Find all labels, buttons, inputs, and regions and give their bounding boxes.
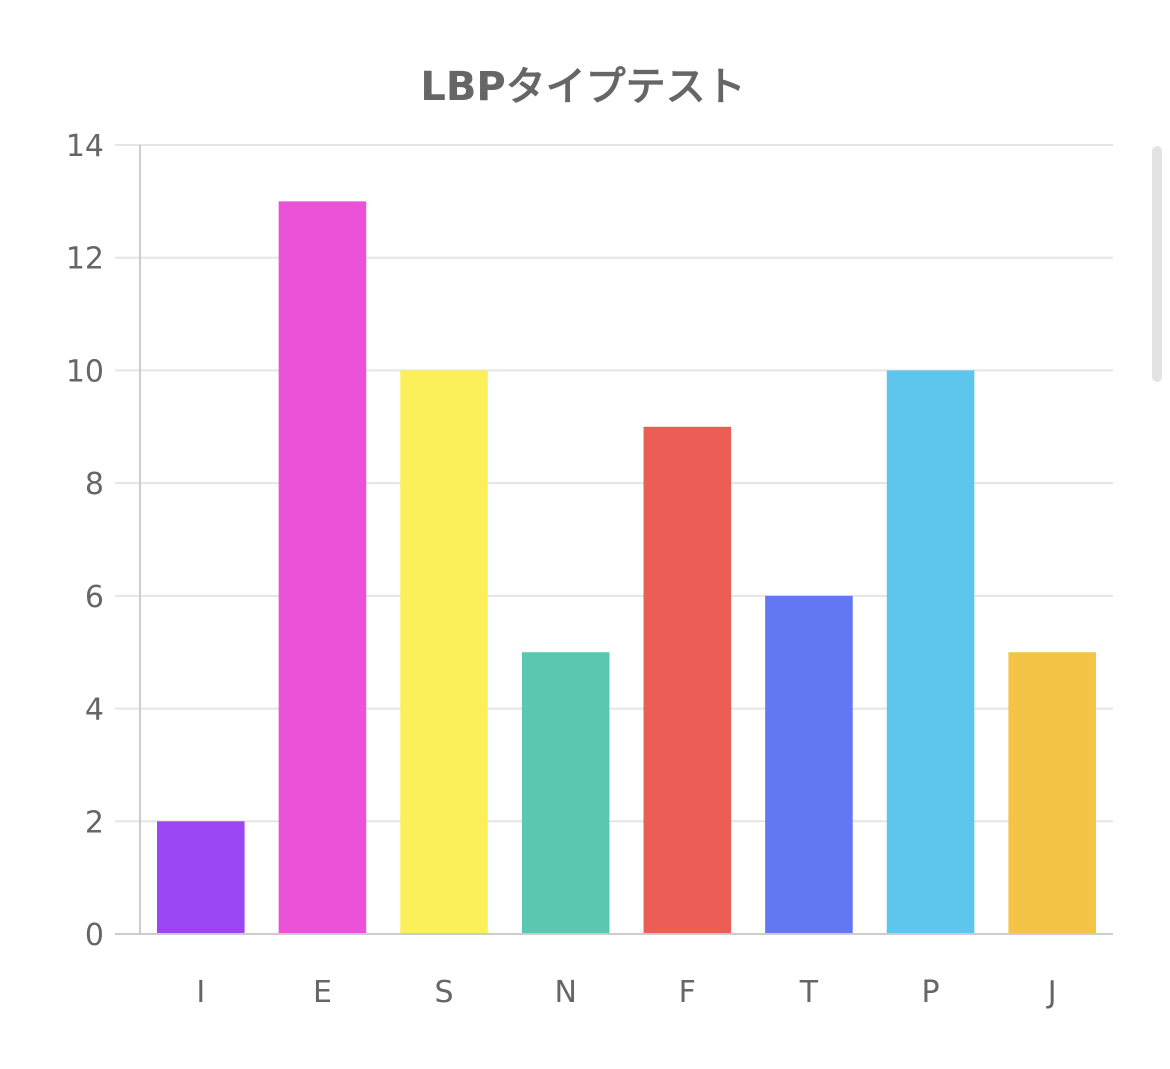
x-tick-label: J [1046, 975, 1057, 1010]
x-tick-label: T [799, 975, 819, 1010]
y-tick-label: 12 [66, 242, 104, 277]
x-tick-label: P [922, 975, 940, 1010]
scrollbar-thumb[interactable] [1152, 146, 1162, 382]
chart-title: LBPタイプテスト [420, 64, 745, 110]
x-tick-label: F [679, 975, 696, 1010]
bar-e[interactable] [278, 201, 367, 934]
bar-i[interactable] [157, 821, 245, 934]
bar-j[interactable] [1008, 652, 1096, 934]
bar-s[interactable] [400, 370, 488, 934]
x-tick-label: E [313, 975, 332, 1010]
y-tick-label: 2 [85, 805, 104, 840]
y-tick-labels: 0 2 4 6 8 10 12 14 [66, 129, 104, 953]
y-tick-label: 14 [66, 129, 104, 164]
x-tick-label: N [554, 975, 576, 1010]
bar-f[interactable] [643, 426, 732, 934]
x-tick-label: I [196, 975, 205, 1010]
bars [157, 201, 1096, 934]
y-tick-label: 4 [85, 693, 104, 728]
y-tick-label: 8 [85, 467, 104, 502]
bar-p[interactable] [886, 370, 975, 934]
y-tick-label: 10 [66, 354, 104, 389]
y-tick-label: 0 [85, 918, 104, 953]
x-tick-label: S [435, 975, 454, 1010]
bar-n[interactable] [521, 652, 610, 934]
bar-t[interactable] [765, 595, 853, 934]
axes [115, 145, 1113, 935]
y-tick-label: 6 [85, 580, 104, 615]
